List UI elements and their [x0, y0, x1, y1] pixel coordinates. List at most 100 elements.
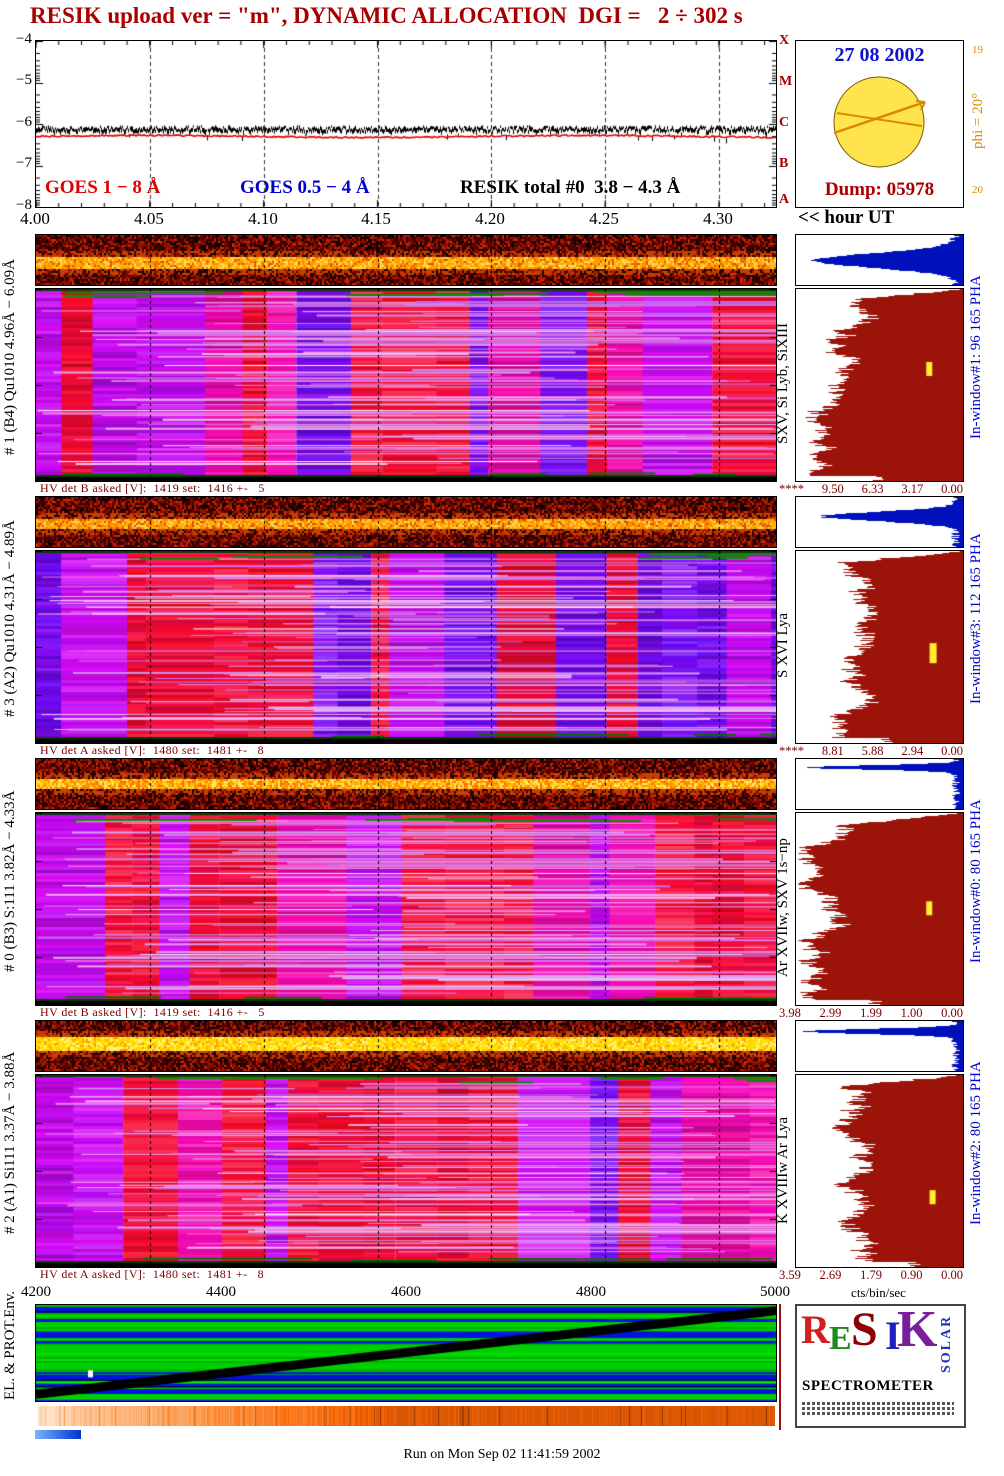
pha-scale-value: 3.98 — [779, 1006, 801, 1020]
pha-scale-value: 1.99 — [860, 1006, 882, 1020]
dgi-axis-tick: 4600 — [391, 1284, 421, 1300]
goes-xtick: 4.05 — [134, 209, 164, 228]
ch1-topband-canvas — [35, 234, 777, 286]
resik-logo: R E S I K SOLAR SPECTROMETER — [795, 1304, 966, 1428]
pha-scale-value: 2.94 — [901, 744, 924, 758]
legend-goes-1-8: GOES 1 − 8 Å — [45, 177, 161, 198]
hv-setting-label: HV det B asked [V]: 1419 set: 1416 +- 5 — [40, 481, 265, 495]
goes-class-letter: A — [779, 192, 790, 207]
pha-scale: 3.59 2.69 1.79 0.90 0.00 — [779, 1268, 963, 1283]
ch2-blue-hist-canvas — [795, 496, 964, 548]
dump-label: Dump: 05978 — [824, 179, 935, 200]
goes-xtick: 4.20 — [475, 209, 505, 228]
spectral-line-label: SXV, Si Lyb, SiXIII — [775, 323, 791, 445]
phi-top-value: 19 — [972, 44, 983, 56]
goes-xtick: 4.15 — [361, 209, 391, 228]
pha-scale-value: **** — [779, 744, 804, 758]
logo-letter: E — [829, 1320, 852, 1357]
goes-class-letter: C — [779, 115, 790, 130]
pha-scale-value: 8.81 — [821, 744, 844, 758]
goes-xtick: 4.10 — [248, 209, 278, 228]
in-window-label: In-window#3: 112 165 PHA — [968, 533, 984, 705]
pha-scale-value: 6.33 — [861, 482, 884, 496]
sun-icon — [833, 76, 926, 168]
dgi-axis-tick: 4400 — [206, 1284, 236, 1300]
dgi-axis-tick: 4200 — [21, 1284, 51, 1300]
spectral-line-label: S XVI Lya — [775, 613, 791, 679]
pha-scale-value: 0.00 — [941, 744, 963, 758]
spectral-line-label: Ar XVIIw, SXV 1s−np — [775, 838, 791, 978]
phi-label: phi = 20° — [970, 92, 986, 150]
hv-setting-label: HV det B asked [V]: 1419 set: 1416 +- 5 — [40, 1005, 265, 1019]
goes-xtick: 4.25 — [589, 209, 619, 228]
pha-scale: **** 9.50 6.33 3.17 0.00 — [779, 482, 963, 497]
env-canvas — [35, 1304, 777, 1402]
goes-ytick: −8 — [16, 197, 32, 213]
goes-ytick: −7 — [16, 155, 32, 171]
ch2-red-hist-canvas — [795, 550, 964, 744]
logo-fineprint — [802, 1402, 954, 1405]
logo-solar-label: SOLAR — [939, 1314, 954, 1374]
channel-left-label: # 1 (B4) Qu1010 4.96Å − 6.09Å — [2, 259, 18, 455]
legend-goes-05-4: GOES 0.5 − 4 Å — [240, 177, 370, 198]
pha-scale: **** 8.81 5.88 2.94 0.00 — [779, 744, 963, 759]
in-window-label: In-window#1: 96 165 PHA — [968, 275, 984, 439]
channel-left-label: # 3 (A2) Qu1010 4.31Å − 4.89Å — [2, 520, 18, 718]
ch2-topband-canvas — [35, 496, 777, 548]
dgi-axis-tick: 5000 — [760, 1284, 790, 1300]
ch4-blue-hist-canvas — [795, 1020, 964, 1072]
legend-resik-total: RESIK total #0 3.8 − 4.3 Å — [460, 177, 681, 198]
dgi-axis-tick: 4800 — [576, 1284, 606, 1300]
pha-scale-value: 5.88 — [861, 744, 884, 758]
heat-strip-canvas — [35, 1406, 775, 1426]
ch3-blue-hist-canvas — [795, 758, 964, 810]
ch4-main-canvas — [35, 1074, 777, 1268]
blue-strip — [35, 1430, 81, 1439]
ch4-red-hist-canvas — [795, 1074, 964, 1268]
logo-fineprint — [802, 1407, 954, 1410]
goes-xtick: 4.30 — [703, 209, 733, 228]
pha-scale-value: 0.00 — [941, 482, 963, 496]
logo-letter: R — [801, 1307, 830, 1352]
hist-units-label: cts/bin/sec — [851, 1285, 906, 1300]
logo-letter: I — [885, 1313, 901, 1358]
ch1-blue-hist-canvas — [795, 234, 964, 286]
hv-setting-label: HV det A asked [V]: 1480 set: 1481 +- 8 — [40, 743, 265, 757]
pha-scale-value: 0.00 — [941, 1268, 963, 1282]
in-window-label: In-window#0: 80 165 PHA — [968, 799, 984, 963]
logo-spectrometer-label: SPECTROMETER — [802, 1378, 934, 1394]
pha-scale-value: 0.00 — [941, 1006, 963, 1020]
ch1-red-hist-canvas — [795, 288, 964, 482]
goes-class-letter: M — [779, 74, 793, 89]
goes-class-letter: X — [779, 33, 790, 48]
pha-scale-value: 2.99 — [819, 1006, 842, 1020]
goes-xtick: 4.00 — [20, 209, 50, 228]
run-timestamp: Run on Mon Sep 02 11:41:59 2002 — [403, 1447, 601, 1462]
spectral-line-label: K XVIIIw Ar Lya — [775, 1116, 791, 1224]
phi-bottom-value: 20 — [972, 184, 983, 196]
pha-scale-value: 1.79 — [860, 1268, 882, 1282]
pha-scale-value: 3.17 — [901, 482, 924, 496]
channel-left-label: # 0 (B3) S:111 3.82Å − 4.33Å — [2, 790, 18, 972]
in-window-label: In-window#2: 80 165 PHA — [968, 1061, 984, 1225]
ch3-topband-canvas — [35, 758, 777, 810]
goes-plot-canvas — [35, 40, 777, 208]
ch3-red-hist-canvas — [795, 812, 964, 1006]
right-edge-marker — [779, 1304, 781, 1430]
goes-class-letter: B — [779, 156, 789, 171]
logo-letter: S — [851, 1303, 878, 1356]
goes-ytick: −6 — [16, 114, 32, 130]
goes-ytick: −5 — [16, 72, 32, 88]
pha-scale-value: 1.00 — [900, 1006, 923, 1020]
pha-scale: 3.98 2.99 1.99 1.00 0.00 — [779, 1006, 963, 1021]
goes-ytick: −4 — [16, 31, 32, 47]
hv-setting-label: HV det A asked [V]: 1480 set: 1481 +- 8 — [40, 1267, 265, 1281]
channel-left-label: # 2 (A1) Si111 3.37Å − 3.88Å — [2, 1051, 18, 1235]
ch3-main-canvas — [35, 812, 777, 1006]
pha-scale-value: 0.90 — [900, 1268, 923, 1282]
logo-letter: K — [897, 1301, 938, 1358]
date-label: 27 08 2002 — [834, 44, 925, 66]
info-box: 27 08 2002 Dump: 05978 — [795, 40, 964, 208]
pha-scale-value: 2.69 — [819, 1268, 842, 1282]
